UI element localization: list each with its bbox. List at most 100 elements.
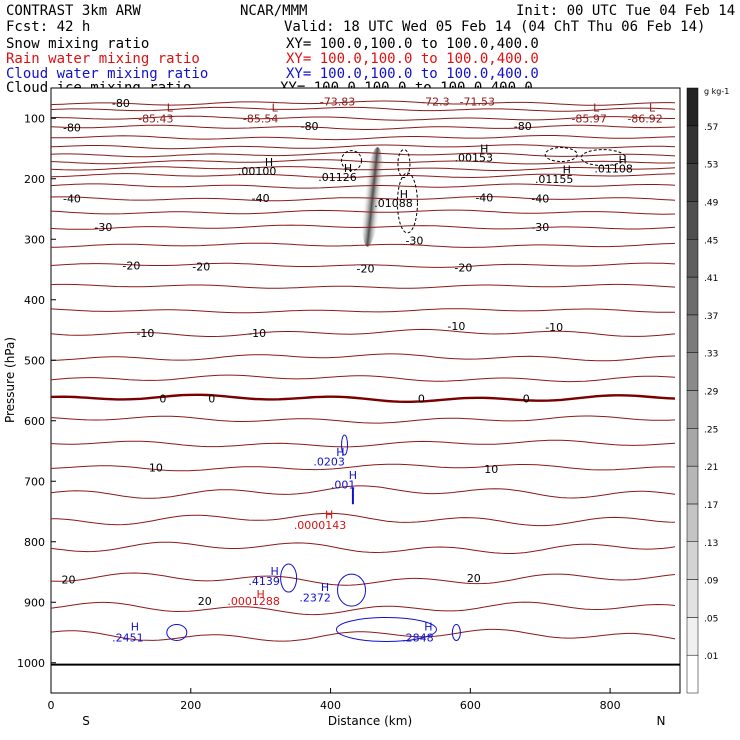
plot-frame [50, 87, 681, 694]
extremum-value: -86.92 [627, 112, 662, 125]
y-axis-label: Pressure (hPa) [3, 337, 17, 423]
extremum-value: .0000143 [294, 519, 347, 532]
extremum-value: .2451 [112, 631, 144, 644]
extremum-marker: H [271, 565, 279, 578]
extremum-value: -73.83 [320, 95, 355, 108]
y-tick-label: 600 [24, 415, 45, 428]
extremum-value: .00100 [238, 165, 277, 178]
contour-label: 20 [467, 572, 481, 585]
y-tick-label: 300 [24, 233, 45, 246]
x-tick-label: 600 [460, 699, 481, 712]
temperature-contour [50, 196, 676, 202]
temperature-contour [50, 628, 676, 642]
extremum-value: -72.3 [421, 95, 449, 108]
temperature-contour [50, 224, 676, 230]
north-label: N [657, 714, 666, 728]
colorbar-swatch [686, 314, 699, 353]
temperature-contour [50, 144, 676, 150]
cloud-water-contour [337, 573, 367, 607]
extremum-marker: H [349, 469, 357, 482]
colorbar-swatch [686, 428, 699, 467]
contour-label: -80 [514, 120, 532, 133]
contour-label: -20 [122, 259, 140, 272]
extremum-marker: H [265, 156, 273, 169]
temperature-contour [50, 283, 676, 289]
contour-label: -40 [63, 193, 81, 206]
extremum-marker: L [272, 101, 279, 114]
field-xy-rain: XY= 100.0,100.0 to 100.0,400.0 [286, 51, 539, 67]
contour-label: -80 [112, 97, 130, 110]
extremum-marker: H [257, 588, 265, 601]
temperature-contour [50, 242, 676, 248]
temperature-contour [50, 173, 676, 179]
field-label-cloud-water: Cloud water mixing ratio [6, 66, 209, 82]
extremum-marker: H [336, 446, 344, 459]
cloud-water-contour [341, 434, 349, 456]
contour-label: -40 [475, 192, 493, 205]
colorbar-swatch [686, 654, 699, 694]
y-tick-label: 800 [24, 536, 45, 549]
contour-label: 20 [198, 595, 212, 608]
cloud-water-contour [280, 563, 298, 593]
extremum-value: -85.97 [571, 112, 606, 125]
temperature-contour [50, 601, 676, 616]
cloud-contours [166, 147, 626, 642]
y-tick-label: 400 [24, 294, 45, 307]
extremum-value: .0203 [313, 455, 345, 468]
cloud-ice-contour [396, 172, 418, 234]
extremum-value: .2848 [402, 631, 434, 644]
colorbar-label: .57 [704, 123, 718, 133]
y-tick-label: 700 [24, 475, 45, 488]
extremum-value: .2372 [299, 591, 331, 604]
colorbar-label: .33 [704, 350, 718, 360]
colorbar-label: .13 [704, 539, 718, 549]
temperature-contour [50, 415, 676, 424]
temperature-contour [50, 100, 676, 106]
y-tick-label: 100 [24, 112, 45, 125]
colorbar-swatch [686, 503, 699, 542]
colorbar-swatch [686, 579, 699, 618]
model-title: CONTRAST 3km ARW [6, 3, 141, 19]
extremum-marker: H [344, 162, 352, 175]
contour-label: 20 [61, 573, 75, 586]
y-tick-label: 200 [24, 173, 45, 186]
temperature-contour [50, 439, 676, 448]
colorbar-label: .29 [704, 388, 719, 398]
temperature-contour [50, 262, 676, 268]
extremum-marker: H [325, 509, 333, 522]
temperature-contour [51, 115, 675, 121]
temperature-contour [50, 541, 676, 554]
temperature-contour [50, 183, 676, 189]
temperature-contour [50, 152, 676, 158]
contour-label: 10 [149, 461, 163, 474]
temperature-contour [51, 135, 676, 141]
extremum-value: .01155 [535, 173, 574, 186]
field-xy-snow: XY= 100.0,100.0 to 100.0,400.0 [286, 36, 539, 52]
colorbar-label: .53 [704, 161, 718, 171]
colorbar-swatch [686, 125, 699, 164]
field-label-rain: Rain water mixing ratio [6, 51, 200, 67]
extremum-marker: L [593, 101, 600, 114]
contour-label: -20 [357, 262, 375, 275]
x-tick-label: 800 [600, 699, 621, 712]
contour-label: -30 [94, 221, 112, 234]
colorbar-swatch [686, 541, 699, 580]
colorbar-unit: g kg-1 [704, 87, 729, 96]
y-tick-label: 900 [24, 596, 45, 609]
plot-area [50, 87, 681, 694]
colorbar-label: .49 [704, 198, 719, 208]
cloud-water-contour [451, 624, 461, 641]
colorbar: .01 .05 .09 .13 .17 .21 .25 .29 .33 .37 .41 .45 .49.… [686, 87, 719, 694]
colorbar-label: .45 [704, 236, 718, 246]
x-tick-label: 200 [180, 699, 201, 712]
temperature-contour [50, 124, 676, 130]
contour-label: 0 [418, 392, 425, 405]
temperature-contour [50, 353, 676, 362]
extremum-value: .00153 [455, 152, 494, 165]
contour-label: -20 [192, 260, 210, 273]
contour-label: -40 [252, 192, 270, 205]
temperature-contour [50, 106, 676, 112]
axes: 0 200 400 600 800100200300400500600700800900… [17, 112, 621, 712]
contour-label: -10 [248, 327, 266, 340]
